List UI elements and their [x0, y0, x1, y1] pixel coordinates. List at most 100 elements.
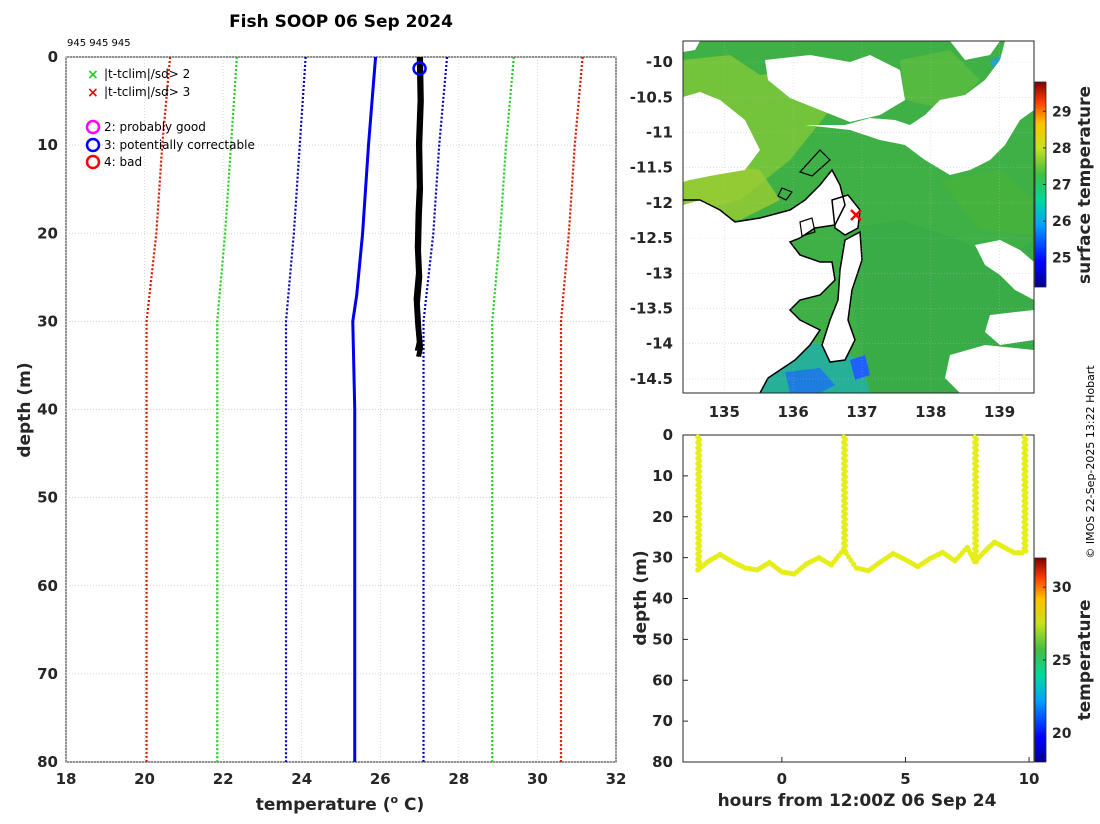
map-cb-tick: 26 — [1052, 214, 1071, 230]
profile-x-ticks: 18 20 22 24 26 28 30 32 — [56, 770, 627, 788]
map-x-tick: 136 — [777, 403, 808, 421]
legend-flag3: 3: potentially correctable — [104, 138, 255, 152]
track-point — [1019, 550, 1025, 556]
profile-series-line — [284, 56, 307, 762]
track-point — [843, 550, 849, 556]
profile-y-tick: 30 — [37, 312, 58, 330]
profile-y-tick: 0 — [48, 48, 58, 66]
legend-flag4: 4: bad — [104, 155, 142, 169]
map-cb-tick: 29 — [1052, 104, 1071, 120]
track-cb-tick: 20 — [1052, 726, 1072, 742]
legend-cross-red: × — [87, 85, 99, 101]
track-x-tick: 10 — [1019, 770, 1040, 788]
map-y-tick: -13.5 — [630, 300, 673, 318]
track-y-tick: 60 — [652, 671, 673, 689]
profile-x-tick: 20 — [134, 770, 155, 788]
ids-label: 945 945 945 — [67, 38, 131, 49]
track-point — [846, 554, 852, 560]
map-y-ticks: -10 -10.5 -11 -11.5 -12 -12.5 -13 -13.5 -14 -14.5 — [630, 53, 673, 388]
profile-y-label: depth (m) — [15, 362, 35, 457]
map-x-ticks: 135 136 137 138 139 — [709, 403, 1016, 421]
profile-y-tick: 10 — [37, 136, 58, 154]
track-x-ticks: 0 5 10 — [777, 757, 1040, 788]
profile-y-tick: 50 — [37, 489, 58, 507]
map-axes-box — [682, 40, 1035, 394]
profile-series-line — [416, 56, 424, 357]
track-y-tick: 80 — [652, 753, 673, 771]
track-colorbar-label: temperature — [1075, 599, 1095, 720]
profile-y-tick: 40 — [37, 401, 58, 419]
map-cb-tick: 28 — [1052, 141, 1071, 157]
track-point — [841, 546, 847, 553]
credit-text: © IMOS 22-Sep-2025 13:22 Hobart — [1084, 365, 1097, 559]
profile-series-line — [491, 56, 515, 762]
profile-y-tick: 20 — [37, 224, 58, 242]
track-cb-tick: 25 — [1052, 653, 1071, 669]
map-x-tick: 135 — [709, 403, 740, 421]
legend-cross-green: × — [87, 67, 99, 83]
map-position-marker — [850, 209, 862, 221]
profile-y-tick: 70 — [37, 665, 58, 683]
profile-grid — [65, 56, 617, 763]
legend-flag2: 2: probably good — [104, 120, 206, 134]
track-y-ticks: 0 10 20 30 40 50 60 70 80 — [652, 426, 688, 771]
profile-panel: 18 20 22 24 26 28 30 32 0 10 20 30 40 50 60 70 80 tempe… — [15, 48, 626, 815]
track-y-tick: 20 — [652, 508, 673, 526]
profile-x-tick: 18 — [56, 770, 77, 788]
map-y-tick: -11 — [646, 124, 673, 142]
profile-lines — [145, 56, 584, 762]
track-point — [850, 561, 857, 567]
track-cb-tick: 30 — [1052, 580, 1072, 596]
profile-series-line — [351, 56, 378, 762]
map-colorbar-ticks: 25 26 27 28 29 — [1043, 104, 1071, 267]
profile-x-label: temperature (o C) — [256, 793, 425, 815]
map-cb-tick: 25 — [1052, 251, 1071, 267]
profile-series-line — [145, 56, 172, 762]
track-y-tick: 40 — [652, 590, 673, 608]
track-x-label: hours from 12:00Z 06 Sep 24 — [718, 791, 997, 811]
track-panel: 0 5 10 0 10 20 30 40 50 60 70 80 hours from 12:00Z… — [631, 426, 1095, 811]
map-x-tick: 139 — [984, 403, 1015, 421]
profile-x-tick: 30 — [527, 770, 548, 788]
map-panel: 135 136 137 138 139 -10 -10.5 -11 -11.5 -12 -12.5… — [630, 40, 1095, 421]
track-points — [695, 434, 1029, 577]
track-x-tick: 0 — [777, 770, 787, 788]
profile-y-ticks: 0 10 20 30 40 50 60 70 80 — [37, 48, 58, 771]
map-y-tick: -12 — [646, 194, 673, 212]
legend-flag4-circle — [85, 154, 101, 170]
map-y-tick: -14.5 — [630, 370, 673, 388]
track-y-tick: 0 — [663, 426, 673, 444]
legend-flag3-circle — [85, 137, 101, 153]
profile-legend: × |t-tclim|/sd> 2 × |t-tclim|/sd> 3 2: p… — [85, 67, 255, 170]
track-y-tick: 50 — [652, 630, 673, 648]
track-point — [848, 557, 854, 564]
sst-field — [683, 41, 1034, 393]
chart-title: Fish SOOP 06 Sep 2024 — [229, 12, 453, 32]
profile-series-line — [422, 56, 449, 762]
legend-sd3: |t-tclim|/sd> 3 — [104, 85, 190, 99]
legend-sd2: |t-tclim|/sd> 2 — [104, 67, 190, 81]
track-y-tick: 70 — [652, 712, 673, 730]
track-y-tick: 10 — [652, 467, 673, 485]
map-x-tick: 138 — [915, 403, 946, 421]
track-y-tick: 30 — [652, 549, 673, 567]
profile-y-tick: 80 — [37, 753, 58, 771]
legend-flag2-circle — [85, 119, 101, 135]
map-y-tick: -12.5 — [630, 229, 673, 247]
track-axes-box — [682, 434, 1035, 763]
profile-y-tick: 60 — [37, 577, 58, 595]
profile-x-tick: 28 — [448, 770, 469, 788]
map-x-tick: 137 — [846, 403, 877, 421]
map-cb-tick: 27 — [1052, 178, 1071, 194]
map-y-tick: -10.5 — [630, 88, 673, 106]
profile-x-tick: 32 — [606, 770, 627, 788]
profile-x-tick: 24 — [291, 770, 312, 788]
flag-marker — [412, 61, 427, 76]
map-y-tick: -10 — [646, 53, 673, 71]
map-y-tick: -13 — [646, 264, 673, 282]
profile-series-line — [413, 56, 421, 351]
map-y-tick: -14 — [646, 335, 673, 353]
track-y-label: depth (m) — [631, 550, 651, 645]
track-x-tick: 5 — [900, 770, 910, 788]
